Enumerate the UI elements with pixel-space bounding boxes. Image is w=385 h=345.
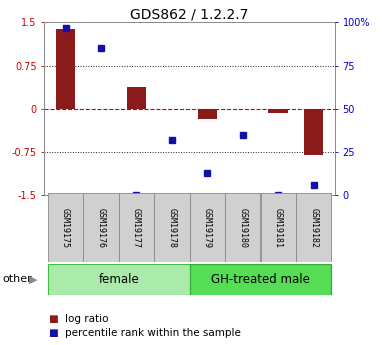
Bar — [296, 193, 331, 262]
Text: ▶: ▶ — [29, 275, 38, 284]
Bar — [127, 87, 146, 109]
Text: GSM19179: GSM19179 — [203, 208, 212, 248]
Text: GSM19175: GSM19175 — [61, 208, 70, 248]
Text: ■: ■ — [48, 328, 58, 338]
Text: GSM19178: GSM19178 — [167, 208, 176, 248]
Bar — [48, 264, 189, 295]
Text: log ratio: log ratio — [65, 314, 109, 324]
Text: GSM19176: GSM19176 — [97, 208, 105, 248]
Bar — [261, 193, 296, 262]
Bar — [198, 109, 217, 119]
Bar — [268, 109, 288, 113]
Title: GDS862 / 1.2.2.7: GDS862 / 1.2.2.7 — [131, 7, 249, 21]
Bar — [154, 193, 189, 262]
Bar — [190, 264, 331, 295]
Text: other: other — [2, 275, 32, 284]
Bar — [83, 193, 119, 262]
Text: female: female — [98, 273, 139, 286]
Text: GSM19177: GSM19177 — [132, 208, 141, 248]
Text: GSM19180: GSM19180 — [238, 208, 247, 248]
Bar — [56, 29, 75, 109]
Text: percentile rank within the sample: percentile rank within the sample — [65, 328, 241, 338]
Text: GH-treated male: GH-treated male — [211, 273, 310, 286]
Bar — [225, 193, 261, 262]
Bar — [190, 193, 225, 262]
Text: GSM19182: GSM19182 — [309, 208, 318, 248]
Text: ■: ■ — [48, 314, 58, 324]
Bar — [304, 109, 323, 155]
Text: GSM19181: GSM19181 — [274, 208, 283, 248]
Bar — [119, 193, 154, 262]
Bar — [48, 193, 83, 262]
